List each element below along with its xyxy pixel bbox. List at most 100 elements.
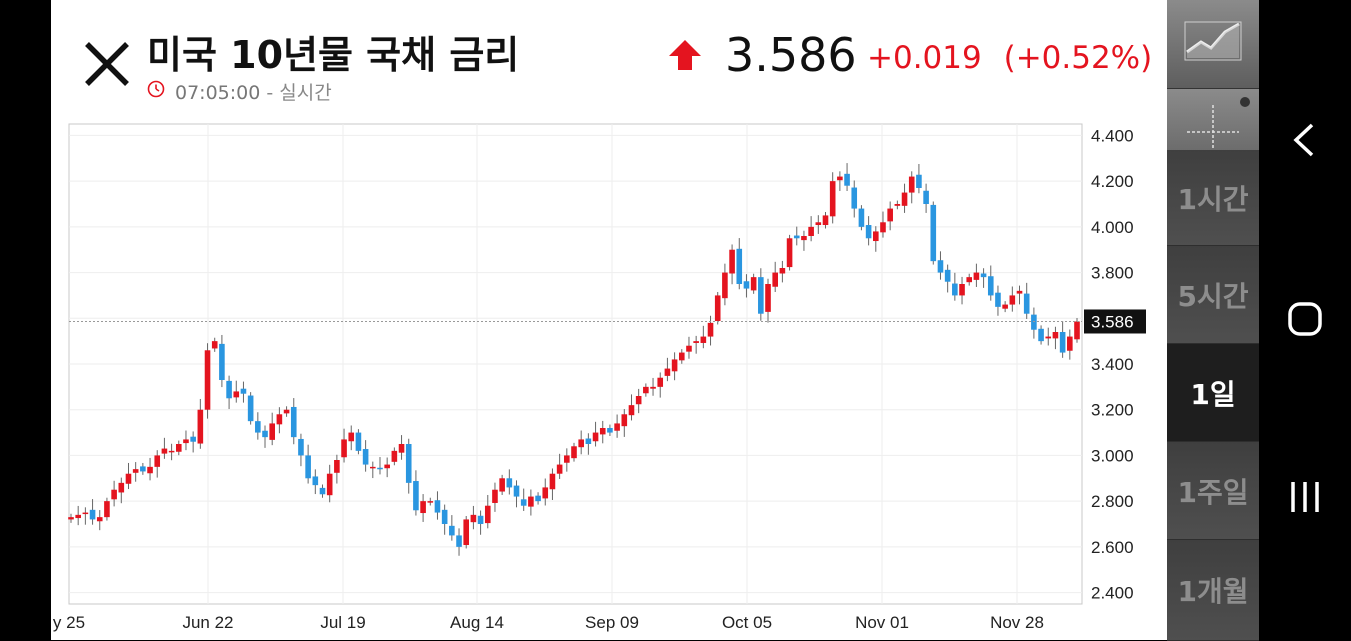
candle-up <box>714 295 721 322</box>
candle-up <box>592 432 599 442</box>
candle-up <box>643 386 649 394</box>
line-chart-icon <box>1184 21 1242 61</box>
candle-up <box>599 428 606 435</box>
price-change: +0.019 (+0.52%) <box>867 40 1152 76</box>
candle-up <box>326 473 333 496</box>
candle-up <box>492 489 498 503</box>
candle-up <box>118 482 125 493</box>
period-1w[interactable]: 1주일 <box>1167 442 1259 540</box>
candle-up <box>75 514 81 519</box>
y-tick-label: 3.000 <box>1091 446 1134 465</box>
candle-up <box>204 350 211 410</box>
candle-up <box>729 249 735 274</box>
period-1d[interactable]: 1일 <box>1167 344 1259 442</box>
candle-up <box>1016 290 1023 294</box>
candle-down <box>449 525 455 536</box>
candle-up <box>686 345 692 352</box>
line-chart-button[interactable] <box>1167 0 1259 89</box>
candle-up <box>1052 332 1059 339</box>
candle-up <box>671 359 678 372</box>
app-content: 4.4004.2004.0003.8003.6003.4003.2003.000… <box>51 0 1167 640</box>
candle-up <box>901 192 908 206</box>
candle-up <box>880 222 886 233</box>
candle-down <box>1023 293 1030 314</box>
candle-down <box>219 343 225 380</box>
candle-down <box>140 466 146 472</box>
candle-down <box>290 406 297 438</box>
candle-up <box>82 512 89 515</box>
candle-up <box>104 501 110 518</box>
candle-up <box>283 409 290 414</box>
candle-up <box>391 450 398 462</box>
candle-down <box>513 485 520 497</box>
candle-down <box>312 476 319 486</box>
candle-down <box>987 276 994 296</box>
candle-up <box>621 414 628 427</box>
candle-up <box>707 322 714 337</box>
candle-down <box>980 273 987 278</box>
candle-up <box>822 215 829 226</box>
candle-up <box>420 501 426 514</box>
realtime-label: 실시간 <box>279 82 332 104</box>
candle-up <box>578 439 584 448</box>
candle-up <box>334 460 340 473</box>
candle-up <box>499 478 505 492</box>
candle-up <box>370 466 376 469</box>
separator: - <box>266 82 280 104</box>
candle-down <box>319 487 326 495</box>
candle-down <box>413 481 419 511</box>
last-price-tag <box>1084 309 1146 334</box>
candle-up <box>722 272 728 299</box>
candle-down <box>89 509 96 520</box>
change-value: +0.019 <box>867 40 982 76</box>
candle-down <box>362 449 369 465</box>
period-5h[interactable]: 5시간 <box>1167 246 1259 344</box>
candle-down <box>743 281 750 289</box>
candle-up <box>564 455 570 463</box>
x-tick-label: Jun 22 <box>182 613 233 632</box>
period-1h[interactable]: 1시간 <box>1167 150 1259 246</box>
candle-up <box>772 272 778 287</box>
home-icon[interactable] <box>1282 296 1328 342</box>
candle-up <box>635 396 642 405</box>
x-tick-label: Nov 28 <box>990 613 1044 632</box>
back-icon[interactable] <box>1282 117 1328 163</box>
candle-up <box>147 466 153 474</box>
candle-up <box>664 368 671 376</box>
candle-up <box>549 473 556 490</box>
recents-icon[interactable] <box>1282 474 1328 520</box>
candle-up <box>484 505 491 524</box>
candle-down <box>758 277 764 314</box>
candle-down <box>930 204 937 262</box>
candle-up <box>908 176 915 193</box>
candle-up <box>556 464 563 474</box>
clock-icon <box>147 80 165 98</box>
candle-down <box>607 428 613 433</box>
candle-down <box>1031 314 1037 330</box>
page-title: 미국 10년물 국채 금리 <box>147 33 520 77</box>
candle-up <box>341 439 347 458</box>
candle-down <box>858 208 865 227</box>
candle-up <box>211 341 218 349</box>
candle-up <box>571 446 577 459</box>
y-tick-label: 4.200 <box>1091 172 1134 191</box>
candle-down <box>506 478 513 488</box>
candle-up <box>966 277 973 283</box>
crosshair-icon <box>1187 97 1250 157</box>
candle-up <box>815 222 822 226</box>
period-1m[interactable]: 1개월 <box>1167 540 1259 641</box>
close-icon[interactable] <box>79 36 135 92</box>
candle-up <box>168 450 175 453</box>
candle-up <box>348 432 355 442</box>
candle-down <box>255 421 261 433</box>
y-tick-label: 2.400 <box>1091 584 1134 603</box>
candle-down <box>923 190 929 204</box>
candle-up <box>1045 336 1052 339</box>
candlestick-chart[interactable]: 4.4004.2004.0003.8003.6003.4003.2003.000… <box>51 0 1167 640</box>
candle-up <box>779 268 786 274</box>
y-tick-label: 3.200 <box>1091 401 1134 420</box>
candle-down <box>434 500 441 513</box>
candle-down <box>851 187 858 209</box>
candle-up <box>959 284 965 296</box>
candle-up <box>233 391 240 398</box>
